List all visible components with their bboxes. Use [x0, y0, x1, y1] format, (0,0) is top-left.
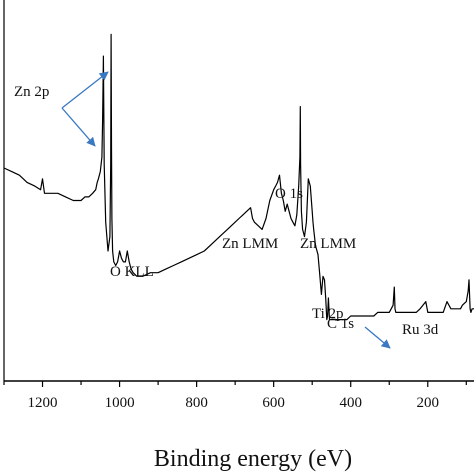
- spectrum-line-0: [3, 33, 474, 321]
- c1s-arrow: [364, 326, 391, 349]
- x-tick-label: 1000: [105, 395, 135, 411]
- x-tick-label: 400: [339, 395, 362, 411]
- peak-label: C 1s: [327, 316, 354, 332]
- peak-label: Zn 2p: [14, 84, 49, 100]
- x-tick-label: 1200: [28, 395, 58, 411]
- peak-label: Zn LMM: [300, 236, 356, 252]
- x-axis: 1200 1000 800 600 400 200: [3, 0, 474, 411]
- peak-label: Ru 3d: [402, 322, 439, 338]
- peak-label: O KLL: [110, 264, 154, 280]
- x-tick-label: 600: [262, 395, 285, 411]
- zn2p-arrow: [61, 71, 109, 109]
- x-axis-label: Binding energy (eV): [154, 446, 352, 472]
- x-tick-label: 800: [185, 395, 208, 411]
- peak-label: Zn LMM: [222, 236, 278, 252]
- peak-label: Ti 2p: [312, 306, 344, 322]
- annotations: Zn 2p O 1s O KLL Zn LMM Zn LMM Ti 2pC 1s Ru 3d: [14, 71, 439, 349]
- zn2p-arrow: [61, 107, 96, 147]
- plot-area: [3, 33, 474, 321]
- x-tick-label: 200: [417, 395, 440, 411]
- peak-label: O 1s: [275, 186, 303, 202]
